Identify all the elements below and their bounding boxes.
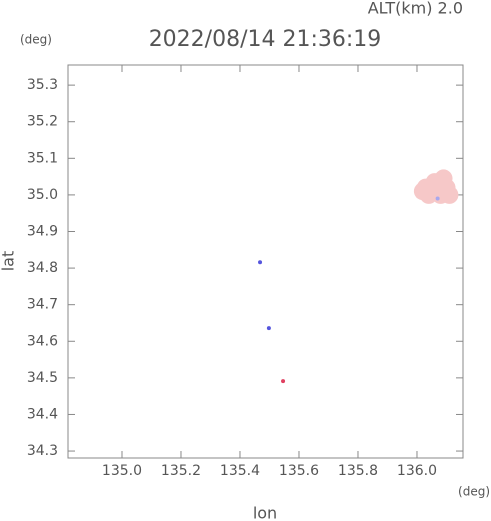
y-tick-label: 34.4 <box>27 406 58 422</box>
echo-point <box>266 326 271 331</box>
x-tick-label: 135.4 <box>220 463 260 479</box>
x-tick-label: 135.6 <box>279 463 319 479</box>
y-axis-label: lat <box>0 251 18 272</box>
x-tick-label: 135.2 <box>161 463 201 479</box>
plot-frame <box>67 64 464 459</box>
y-tick-label: 34.5 <box>27 370 58 386</box>
chart-title: 2022/08/14 21:36:19 <box>149 27 382 52</box>
y-tick-label: 34.3 <box>27 443 58 459</box>
y-tick-label: 35.3 <box>27 77 58 93</box>
y-tick-label: 34.8 <box>27 260 58 276</box>
x-tick-label: 136.0 <box>397 463 437 479</box>
y-tick-label: 34.6 <box>27 333 58 349</box>
echo-point <box>258 260 263 265</box>
x-tick-label: 135.0 <box>102 463 142 479</box>
echo-point <box>437 178 456 197</box>
y-unit: (deg) <box>20 33 52 47</box>
y-tick-label: 34.9 <box>27 223 58 239</box>
y-tick-label: 34.7 <box>27 297 58 313</box>
echo-point <box>435 196 440 201</box>
x-tick-label: 135.8 <box>338 463 378 479</box>
x-axis-label: lon <box>253 504 277 521</box>
y-tick-label: 35.0 <box>27 187 58 203</box>
x-unit: (deg) <box>458 485 490 499</box>
y-tick-label: 35.2 <box>27 114 58 130</box>
echo-point <box>413 182 432 201</box>
echo-point <box>281 379 286 384</box>
altitude-label: ALT(km) 2.0 <box>368 0 463 18</box>
y-tick-label: 35.1 <box>27 150 58 166</box>
